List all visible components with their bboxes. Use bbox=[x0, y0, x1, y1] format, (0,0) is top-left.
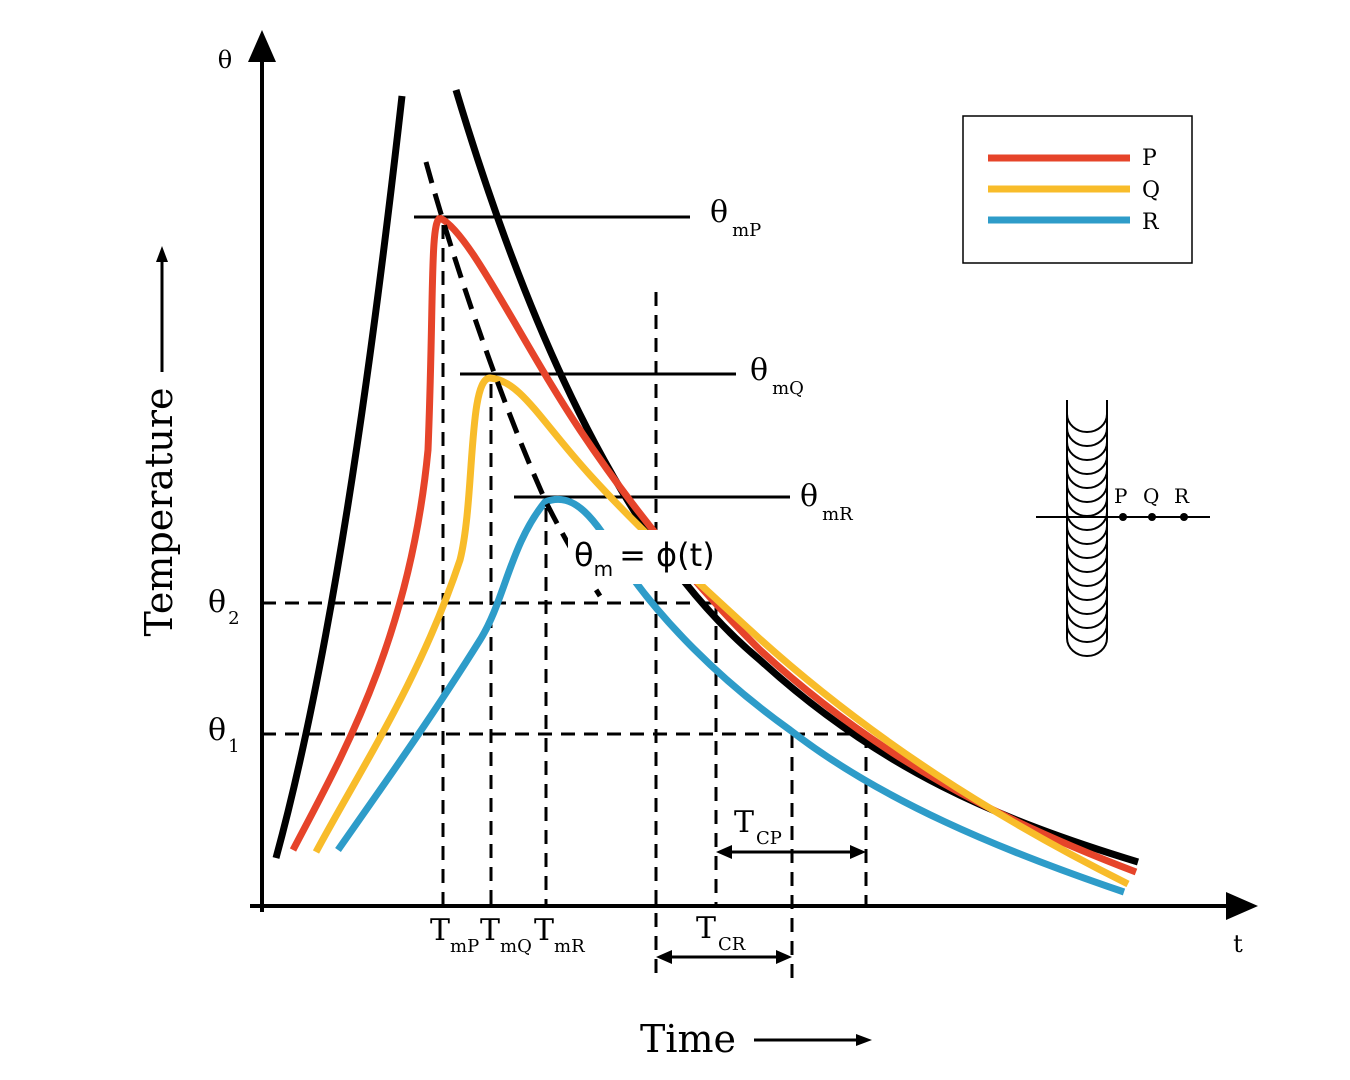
reference-lines bbox=[262, 225, 868, 980]
weld-point-label-q: Q bbox=[1143, 484, 1159, 508]
cooling-intervals: T CP T CR bbox=[656, 805, 866, 964]
tcr-arrowhead-left bbox=[656, 950, 672, 964]
legend: P Q R bbox=[962, 115, 1193, 264]
weld-point-r bbox=[1180, 513, 1188, 521]
x-axis-arrowhead bbox=[1226, 892, 1258, 920]
peak-time-labels: TmP TmQ TmR bbox=[430, 913, 585, 957]
weld-point-label-p: P bbox=[1114, 484, 1127, 508]
tcp-arrowhead-right bbox=[850, 845, 866, 859]
weld-bead-layer bbox=[1066, 400, 1108, 433]
locus-label-background bbox=[568, 530, 740, 584]
locus-label: θm = ϕ(t) bbox=[574, 536, 715, 581]
weld-point-q bbox=[1148, 513, 1156, 521]
weld-bead-inset: P Q R bbox=[1036, 400, 1210, 657]
x-axis-symbol: t bbox=[1233, 930, 1243, 958]
weld-point-label-r: R bbox=[1174, 484, 1190, 508]
weld-point-p bbox=[1119, 513, 1127, 521]
curve-p bbox=[289, 214, 1138, 876]
curve-q bbox=[312, 374, 1130, 888]
tmq-label: TmQ bbox=[480, 913, 532, 957]
weld-bead-layers bbox=[1066, 400, 1108, 657]
x-axis-title-group: Time bbox=[640, 1017, 872, 1061]
legend-label-p: P bbox=[1142, 146, 1157, 171]
legend-label-q: Q bbox=[1142, 178, 1160, 203]
theta-mp-label: θmP bbox=[710, 195, 761, 241]
locus-label-group: θm = ϕ(t) bbox=[568, 530, 740, 584]
peak-labels: θmP θmQ θmR bbox=[710, 195, 853, 525]
tcr-arrowhead-right bbox=[776, 950, 792, 964]
theta-mq-label: θmQ bbox=[750, 353, 804, 399]
y-axis-title: Temperature bbox=[137, 388, 181, 637]
y-axis-title-group: Temperature bbox=[137, 246, 181, 636]
tcp-arrowhead-left bbox=[716, 845, 732, 859]
tmr-label: TmR bbox=[534, 913, 585, 957]
envelope-heating-curve bbox=[272, 95, 406, 859]
legend-label-r: R bbox=[1142, 210, 1160, 235]
x-title-arrowhead bbox=[856, 1034, 872, 1046]
tcp-label: T CP bbox=[734, 805, 782, 849]
y-title-arrowhead bbox=[156, 246, 168, 262]
theta-mr-label: θmR bbox=[800, 479, 853, 525]
x-axis-title: Time bbox=[640, 1017, 736, 1061]
axes: θ t bbox=[218, 30, 1258, 958]
thermal-curves bbox=[272, 88, 1140, 896]
y-axis-symbol: θ bbox=[218, 46, 232, 74]
tmp-label: TmP bbox=[430, 913, 479, 957]
y-axis-arrowhead bbox=[248, 30, 276, 62]
tcr-label: T CR bbox=[696, 911, 746, 955]
